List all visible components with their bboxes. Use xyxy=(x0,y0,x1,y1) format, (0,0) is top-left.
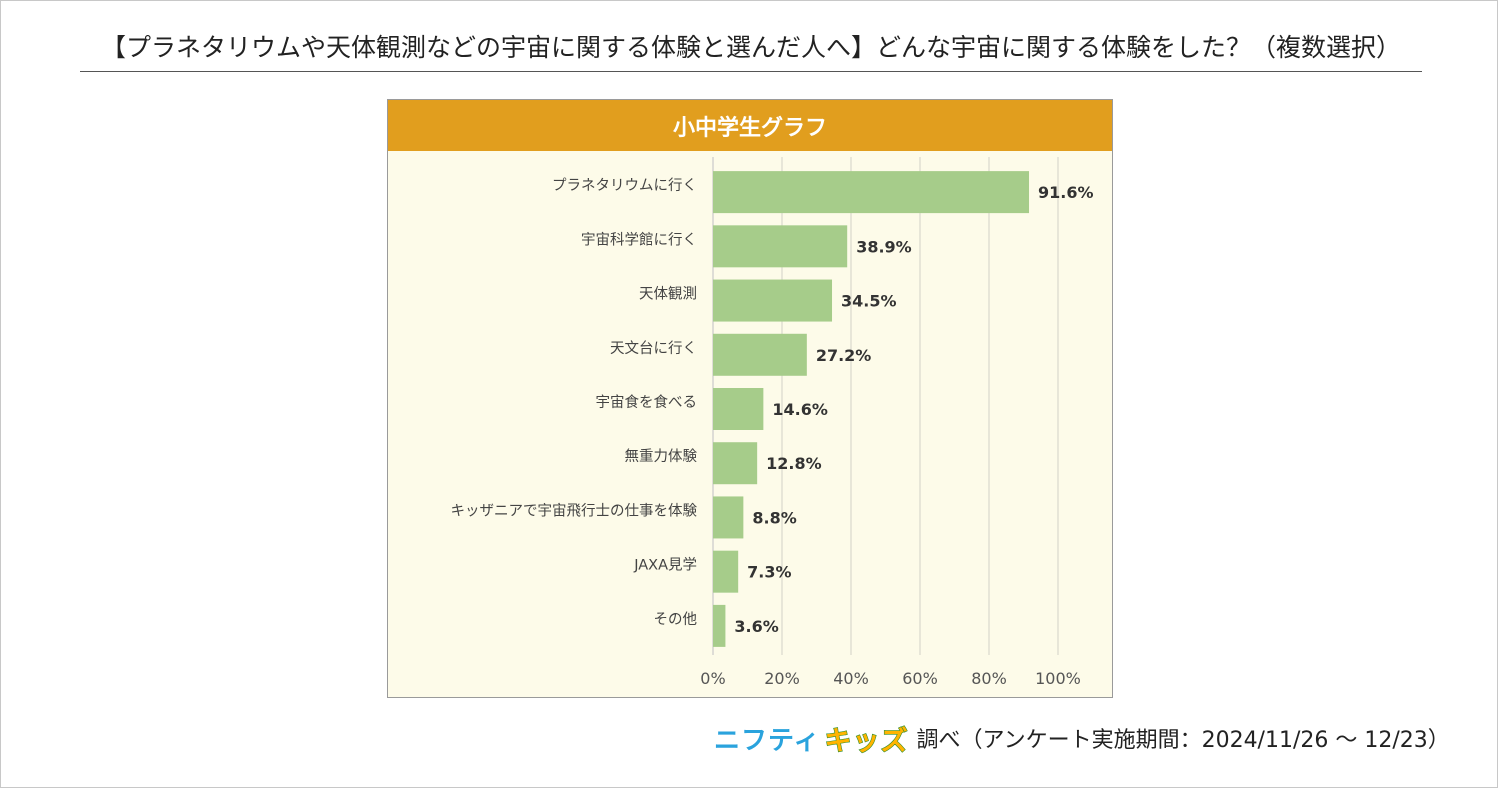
chart-panel: 0% 20% 40% 60% 80% 100% プラネタリウムに行く 91.6% 宇宙科学館に行… xyxy=(387,99,1113,698)
category-label: 天体観測 xyxy=(639,286,697,303)
x-tick-label: 40% xyxy=(833,669,869,688)
page-title: 【プラネタリウムや天体観測などの宇宙に関する体験と選んだ人へ】どんな宇宙に関する… xyxy=(100,33,1401,62)
category-label: その他 xyxy=(654,611,698,628)
bar-chart: 0% 20% 40% 60% 80% 100% プラネタリウムに行く 91.6% 宇宙科学館に行… xyxy=(451,157,1094,688)
x-tick-label: 100% xyxy=(1035,669,1081,688)
category-label: 宇宙科学館に行く xyxy=(581,231,697,248)
value-label: 38.9% xyxy=(856,237,912,256)
bar xyxy=(713,171,1030,214)
value-label: 14.6% xyxy=(772,400,828,419)
value-label: 27.2% xyxy=(816,346,872,365)
survey-note: 調べ（アンケート実施期間：2024/11/26 ～ 12/23） xyxy=(916,728,1450,753)
x-tick-label: 0% xyxy=(700,669,725,688)
bar xyxy=(713,442,758,485)
bar xyxy=(713,496,744,539)
category-label: JAXA見学 xyxy=(633,557,697,574)
x-tick-label: 20% xyxy=(764,669,800,688)
category-label: 天文台に行く xyxy=(610,340,697,357)
title-divider xyxy=(80,71,1422,72)
bar xyxy=(713,604,726,647)
category-label: 宇宙食を食べる xyxy=(596,394,698,411)
value-label: 8.8% xyxy=(752,508,796,527)
category-label: プラネタリウムに行く xyxy=(552,177,697,194)
category-label: キッザニアで宇宙飛行士の仕事を体験 xyxy=(451,502,698,519)
bar xyxy=(713,225,848,268)
value-label: 3.6% xyxy=(734,617,778,636)
value-label: 7.3% xyxy=(747,563,791,582)
bar xyxy=(713,550,739,593)
bar xyxy=(713,279,833,322)
bar xyxy=(713,388,764,430)
brand-logo-nifty: ニフティ xyxy=(714,725,821,756)
source-footer: ニフティ キッズ 調べ（アンケート実施期間：2024/11/26 ～ 12/23… xyxy=(714,720,1450,757)
value-label: 34.5% xyxy=(841,292,897,311)
x-tick-label: 60% xyxy=(902,669,938,688)
value-label: 91.6% xyxy=(1038,183,1094,202)
x-tick-label: 80% xyxy=(971,669,1007,688)
bar xyxy=(713,333,807,376)
category-label: 無重力体験 xyxy=(625,448,698,465)
chart-title: 小中学生グラフ xyxy=(388,100,1112,151)
value-label: 12.8% xyxy=(766,454,822,473)
brand-logo-kids: キッズ xyxy=(824,725,909,757)
